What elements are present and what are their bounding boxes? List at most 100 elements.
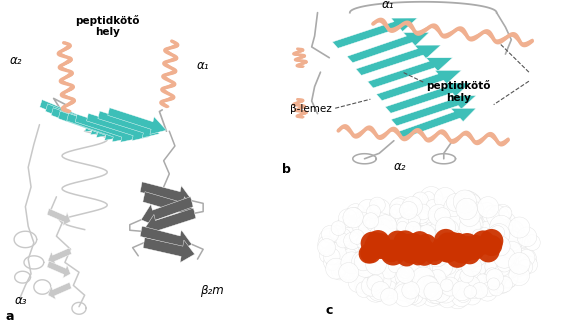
Point <box>344 267 353 273</box>
Point <box>398 256 408 261</box>
Point <box>441 291 450 296</box>
Point <box>413 254 422 259</box>
Point <box>352 239 361 244</box>
Point <box>350 211 359 216</box>
Polygon shape <box>332 18 417 48</box>
Point <box>392 209 401 214</box>
Point <box>345 254 355 259</box>
Point <box>359 256 368 261</box>
Point <box>406 251 416 256</box>
Point <box>352 234 361 239</box>
Point <box>474 233 483 238</box>
Point <box>472 269 481 274</box>
Point <box>400 223 409 229</box>
Point <box>359 287 368 292</box>
Point <box>368 249 377 255</box>
Point <box>461 239 470 244</box>
Point <box>351 210 360 215</box>
Point <box>487 260 496 265</box>
Polygon shape <box>46 104 109 135</box>
Point <box>406 261 415 267</box>
Point <box>443 296 452 301</box>
Point <box>365 236 374 241</box>
Point <box>455 228 465 233</box>
Polygon shape <box>143 192 195 219</box>
Point <box>493 230 502 235</box>
Polygon shape <box>391 96 476 126</box>
Point <box>397 278 406 284</box>
Point <box>408 294 417 299</box>
Point <box>489 264 498 269</box>
Point <box>410 229 419 235</box>
Point <box>507 261 516 266</box>
Point <box>484 215 493 221</box>
Point <box>436 290 445 295</box>
Polygon shape <box>87 113 149 141</box>
Point <box>397 246 406 252</box>
Point <box>444 264 453 270</box>
Point <box>358 283 367 288</box>
Point <box>409 292 418 297</box>
Point <box>467 293 477 298</box>
Point <box>418 220 428 225</box>
Point <box>364 272 373 277</box>
Point <box>423 275 432 280</box>
Point <box>408 246 417 251</box>
Point <box>439 239 448 245</box>
Point <box>431 228 441 234</box>
Point <box>446 249 455 255</box>
Point <box>500 255 509 260</box>
Point <box>377 240 386 245</box>
Polygon shape <box>75 114 139 142</box>
Point <box>371 289 380 294</box>
Point <box>356 225 365 230</box>
Point <box>402 237 412 243</box>
Point <box>348 238 357 243</box>
Point <box>345 269 355 274</box>
Point <box>488 276 497 281</box>
Point <box>423 285 432 290</box>
Point <box>381 224 390 229</box>
Point <box>442 248 451 254</box>
Polygon shape <box>347 32 429 63</box>
Point <box>464 226 473 232</box>
Point <box>377 243 386 249</box>
Polygon shape <box>47 209 71 226</box>
Point <box>381 288 390 293</box>
Point <box>383 227 392 232</box>
Point <box>475 288 484 293</box>
Point <box>399 219 408 225</box>
Point <box>467 217 477 222</box>
Point <box>347 258 356 264</box>
Point <box>473 206 482 212</box>
Point <box>484 250 494 256</box>
Point <box>414 197 424 202</box>
Point <box>447 255 457 260</box>
Point <box>377 221 386 227</box>
Point <box>442 283 451 288</box>
Point <box>408 204 417 209</box>
Point <box>493 277 502 282</box>
Point <box>440 215 449 221</box>
Point <box>415 239 424 245</box>
Point <box>480 235 489 240</box>
Point <box>410 241 420 246</box>
Polygon shape <box>48 282 71 299</box>
Point <box>510 236 519 242</box>
Point <box>465 251 474 256</box>
Point <box>459 293 468 298</box>
Point <box>396 234 405 239</box>
Point <box>498 241 507 246</box>
Point <box>426 280 435 285</box>
Point <box>430 253 439 258</box>
Point <box>359 259 368 265</box>
Point <box>364 251 373 256</box>
Point <box>401 272 410 277</box>
Point <box>465 201 474 206</box>
Point <box>473 260 482 266</box>
Point <box>370 234 380 239</box>
Point <box>484 287 494 292</box>
Point <box>425 262 434 268</box>
Point <box>458 204 467 209</box>
Point <box>451 221 461 226</box>
